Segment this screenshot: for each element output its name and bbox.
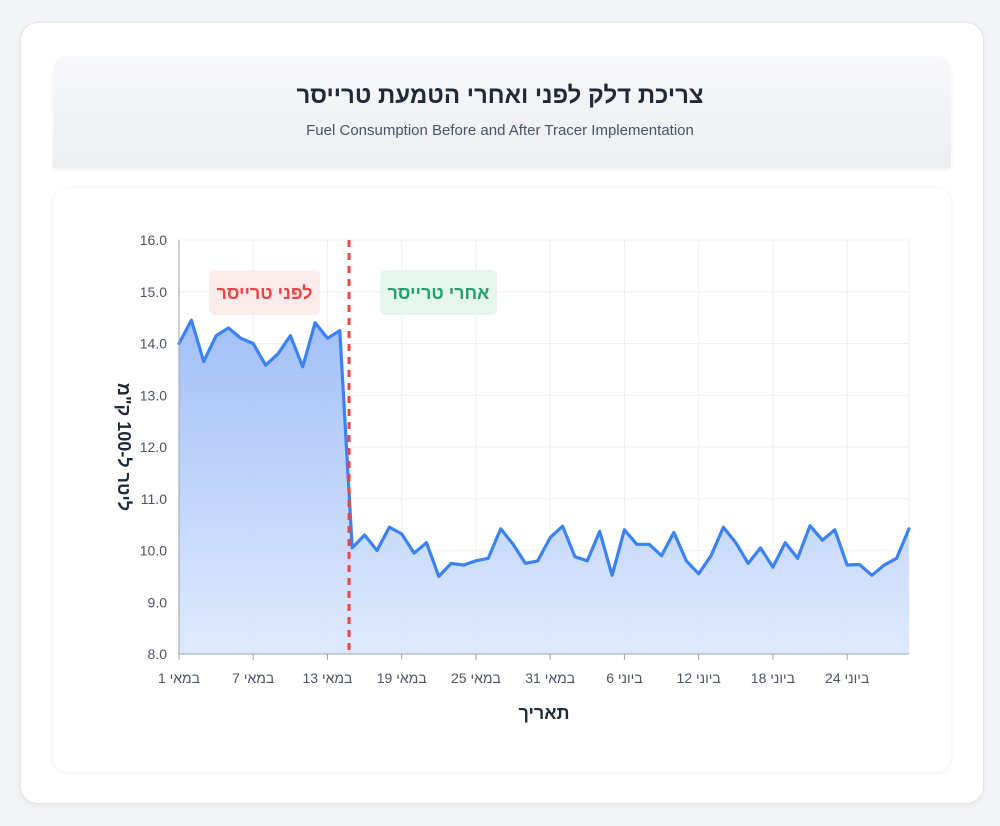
- tick-labels: 8.0 9.0 10.0 11.0 12.0 13.0 14.0 15.0 16.0 1 במאי…: [140, 232, 869, 686]
- y-tick-label: 8.0: [148, 646, 168, 662]
- after-badge: [380, 270, 497, 315]
- y-axis-title: ליטר ל-100 ק"מ: [114, 383, 134, 511]
- y-tick-label: 11.0: [141, 491, 167, 507]
- x-tick-label: 12 ביוני: [677, 670, 721, 686]
- y-tick-label: 12.0: [140, 439, 167, 455]
- x-tick-label: 18 ביוני: [751, 670, 795, 686]
- x-tick-label: 31 במאי: [525, 670, 575, 686]
- x-tick-label: 1 במאי: [158, 670, 200, 686]
- annotations: לפני טרייסר אחרי טרייסר: [209, 270, 497, 315]
- area-layer: [177, 318, 911, 654]
- y-tick-label: 14.0: [140, 336, 167, 352]
- axes: [178, 240, 909, 660]
- consumption-line: [177, 318, 911, 578]
- x-tick-label: 24 ביוני: [825, 670, 869, 686]
- x-tick-label: 19 במאי: [377, 670, 427, 686]
- x-axis-title: תאריך: [518, 703, 569, 723]
- after-label: אחרי טרייסר: [388, 283, 490, 303]
- x-tick-label: 25 במאי: [451, 670, 501, 686]
- y-tick-label: 13.0: [140, 387, 167, 403]
- x-tick-label: 13 במאי: [303, 670, 353, 686]
- consumption-area: [179, 320, 909, 654]
- x-tick-label: 6 ביוני: [606, 670, 642, 686]
- x-tick-label: 7 במאי: [232, 670, 274, 686]
- before-badge: [209, 270, 320, 315]
- header-panel: [53, 56, 951, 168]
- y-tick-label: 15.0: [140, 284, 167, 300]
- chart-title: צריכת דלק לפני ואחרי הטמעת טרייסר: [296, 82, 704, 109]
- y-tick-label: 9.0: [148, 594, 168, 610]
- y-tick-label: 10.0: [140, 543, 167, 559]
- y-tick-label: 16.0: [140, 232, 167, 248]
- chart-subtitle: Fuel Consumption Before and After Tracer…: [306, 122, 694, 139]
- before-label: לפני טרייסר: [216, 283, 312, 303]
